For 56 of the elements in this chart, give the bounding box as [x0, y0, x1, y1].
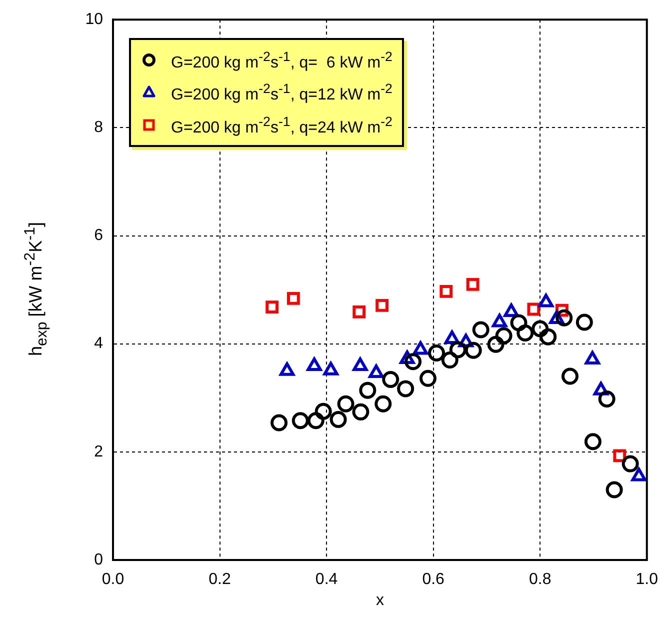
legend-label: G=200 kg m$^{-2}$s$^{-1}$, q= 6 kW m$^{-2}$ — [171, 48, 392, 74]
point — [472, 321, 490, 338]
point — [562, 368, 578, 385]
point — [598, 390, 616, 408]
y-tick-label: 0 — [94, 551, 104, 568]
point — [330, 410, 347, 428]
point — [397, 380, 414, 398]
point — [464, 342, 482, 359]
legend-label: G=200 kg m$^{-2}$s$^{-1}$, q=24 kW m$^{-2}$ — [171, 112, 392, 138]
y-tick-label: 10 — [85, 11, 104, 28]
x-tick-label: 0.2 — [208, 571, 231, 588]
point — [556, 309, 573, 326]
point — [487, 336, 504, 353]
point — [441, 352, 458, 369]
x-tick-label: 0.4 — [315, 571, 338, 588]
point — [352, 403, 370, 420]
point — [495, 327, 512, 344]
x-tick-label: 1.0 — [636, 571, 658, 588]
x-tick-label: 0.6 — [422, 571, 445, 588]
point — [352, 306, 366, 318]
y-tick-label: 8 — [94, 119, 104, 136]
point — [404, 353, 422, 370]
point — [368, 364, 384, 378]
legend-label: G=200 kg m$^{-2}$s$^{-1}$, q=12 kW m$^{-2}$ — [171, 80, 392, 106]
point — [292, 412, 309, 430]
point — [510, 314, 528, 332]
point — [382, 371, 400, 388]
x-axis-title: x — [376, 592, 384, 609]
point — [622, 455, 639, 472]
point — [466, 278, 480, 291]
y-tick-label: 6 — [94, 227, 104, 244]
point — [584, 351, 600, 365]
point — [540, 328, 557, 346]
point — [374, 395, 392, 412]
x-tick-label: 0.0 — [102, 571, 124, 588]
point — [584, 433, 602, 450]
point — [527, 302, 540, 316]
point — [606, 481, 623, 498]
x-tick-label: 0.8 — [528, 571, 552, 588]
point — [314, 402, 332, 420]
point — [576, 314, 593, 331]
point — [307, 412, 324, 430]
point — [287, 292, 300, 305]
point — [532, 320, 549, 338]
point — [516, 324, 534, 342]
point — [419, 370, 436, 387]
point — [440, 284, 453, 298]
point — [428, 344, 446, 362]
y-tick-label: 4 — [94, 335, 104, 352]
point — [266, 300, 279, 314]
point — [376, 299, 389, 312]
point — [270, 414, 288, 432]
y-tick-label: 2 — [94, 443, 104, 460]
point — [359, 382, 376, 399]
point — [337, 395, 354, 412]
point — [449, 341, 466, 358]
